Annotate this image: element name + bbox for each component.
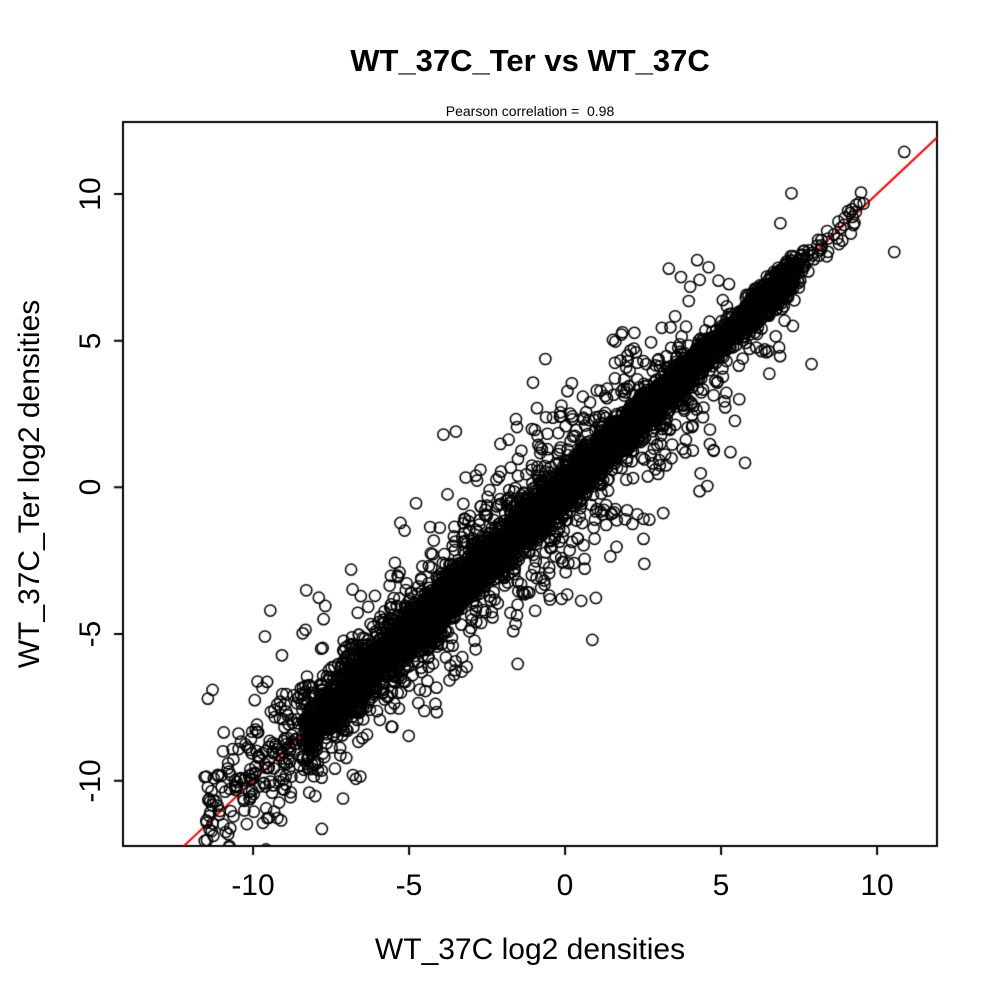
y-tick-label: 0 [74,478,107,496]
x-tick-label: 5 [712,869,730,902]
x-tick-label: 10 [860,869,894,902]
x-tick-label: 0 [556,869,574,902]
y-tick-label: -5 [74,620,107,648]
x-tick-label: -5 [395,869,423,902]
y-tick-label: -10 [74,759,107,803]
y-axis-title: WT_37C_Ter log2 densities [13,299,46,669]
y-tick-label: 10 [74,177,107,211]
pearson-correlation-subtitle: Pearson correlation = 0.98 [445,103,615,119]
y-tick-label: 5 [74,332,107,350]
x-axis-title: WT_37C log2 densities [374,933,686,966]
x-tick-label: -10 [231,869,275,902]
chart-title: WT_37C_Ter vs WT_37C [350,43,710,78]
